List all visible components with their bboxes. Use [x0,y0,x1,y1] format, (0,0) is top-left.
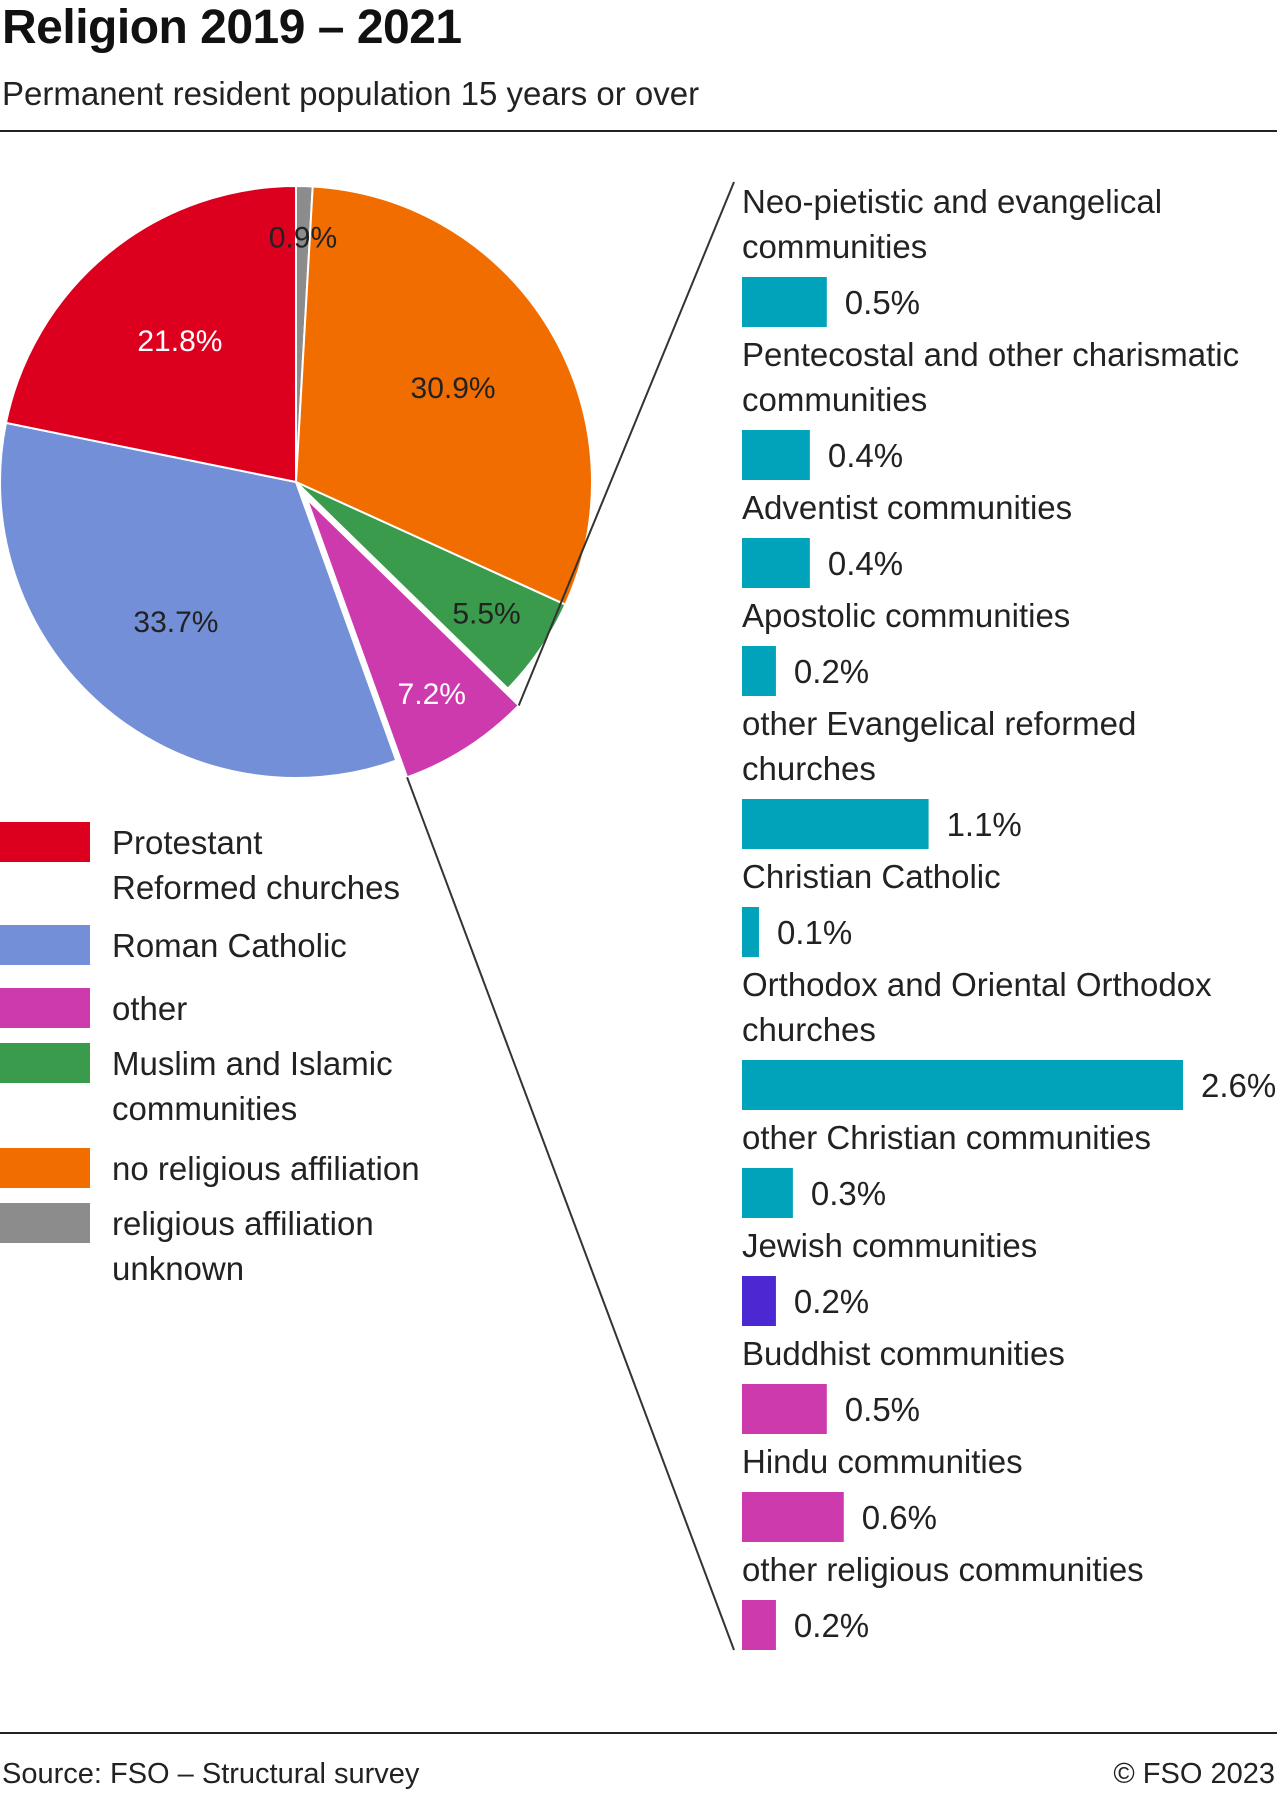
pie-legend: Protestant Reformed churches Roman Catholi… [0,822,420,1287]
bar-category-label: Hindu communities [742,1443,1023,1480]
legend-label-religious-affiliation-unknown: religious affiliation [112,1205,374,1242]
pie-value-label-no-religious-affiliation: 30.9% [411,372,496,405]
connector-line-top [517,181,735,706]
chart-subtitle: Permanent resident population 15 years o… [2,75,700,112]
bar-other-evangelical-reformed-churches [742,799,929,849]
breakdown-bar-chart: Neo-pietistic and evangelical communities… [742,183,1276,1650]
chart-title: Religion 2019 – 2021 [2,1,462,54]
bar-group-jewish-communities: Jewish communities 0.2% [742,1227,1037,1326]
bar-group-pentecostal-and-other-charismatic-communities: Pentecostal and other charismatic communi… [742,336,1239,480]
pie-chart: 0.9% 30.9% 5.5% 7.2% 33.7% 21.8% [0,184,593,779]
pie-value-label-muslim-and-islamic-communities: 5.5% [452,597,520,630]
bar-group-neo-pietistic-and-evangelical-communities: Neo-pietistic and evangelical communities… [742,183,1162,327]
bar-value-label: 0.4% [828,437,903,474]
bar-value-label: 0.3% [811,1175,886,1212]
source-note: Source: FSO – Structural survey [2,1758,420,1790]
bar-category-label: Apostolic communities [742,597,1070,634]
legend-label-roman-catholic: Roman Catholic [112,927,347,964]
bar-other-christian-communities [742,1168,793,1218]
bar-group-other-evangelical-reformed-churches: other Evangelical reformed churches 1.1% [742,705,1136,849]
bar-group-other-religious-communities: other religious communities 0.2% [742,1551,1144,1650]
legend-label-protestant-reformed-churches: Protestant [112,824,262,861]
legend-swatch-no-religious-affiliation [0,1148,90,1188]
bar-group-hindu-communities: Hindu communities 0.6% [742,1443,1023,1542]
bar-value-label: 1.1% [947,806,1022,843]
bar-category-label: other Christian communities [742,1119,1151,1156]
bar-other-religious-communities [742,1600,776,1650]
bar-group-orthodox-and-oriental-orthodox-churches: Orthodox and Oriental Orthodox churches 2.… [742,966,1276,1110]
pie-slice-muslim-and-islamic-communities [295,481,567,691]
pie-slice-protestant-reformed-churches [4,184,297,484]
bar-category-label: Buddhist communities [742,1335,1065,1372]
legend-label-other: other [112,990,187,1027]
bar-group-christian-catholic: Christian Catholic 0.1% [742,858,1001,957]
legend-label-religious-affiliation-unknown: unknown [112,1250,244,1287]
bar-jewish-communities [742,1276,776,1326]
bar-category-label: other religious communities [742,1551,1144,1588]
pie-value-label-roman-catholic: 33.7% [133,606,218,639]
bar-christian-catholic [742,907,759,957]
pie-value-label-other: 7.2% [398,678,466,711]
bar-value-label: 2.6% [1201,1067,1276,1104]
legend-swatch-muslim-and-islamic-communities [0,1043,90,1083]
legend-label-protestant-reformed-churches: Reformed churches [112,869,400,906]
bar-value-label: 0.2% [794,1283,869,1320]
bar-hindu-communities [742,1492,844,1542]
bar-value-label: 0.6% [862,1499,937,1536]
legend-label-no-religious-affiliation: no religious affiliation [112,1150,420,1187]
bar-category-label: Christian Catholic [742,858,1001,895]
bar-value-label: 0.5% [845,1391,920,1428]
legend-swatch-other [0,988,90,1028]
pie-slice-no-religious-affiliation [294,185,593,606]
bar-orthodox-and-oriental-orthodox-churches [742,1060,1183,1110]
bar-neo-pietistic-and-evangelical-communities [742,277,827,327]
pie-value-label-religious-affiliation-unknown: 0.9% [269,221,337,254]
bar-category-label: communities [742,381,927,418]
bar-group-other-christian-communities: other Christian communities 0.3% [742,1119,1151,1218]
breakdown-connectors [406,181,735,1651]
connector-line-bottom [406,776,735,1651]
bar-value-label: 0.2% [794,1607,869,1644]
bar-category-label: Adventist communities [742,489,1072,526]
bar-value-label: 0.2% [794,653,869,690]
bar-adventist-communities [742,538,810,588]
bar-pentecostal-and-other-charismatic-communities [742,430,810,480]
bar-value-label: 0.5% [845,284,920,321]
legend-label-muslim-and-islamic-communities: communities [112,1090,297,1127]
bar-category-label: Neo-pietistic and evangelical [742,183,1162,220]
bar-category-label: communities [742,228,927,265]
copyright-note: © FSO 2023 [1113,1758,1275,1790]
bottom-rule [0,1732,1277,1734]
bar-category-label: other Evangelical reformed [742,705,1136,742]
bar-category-label: churches [742,750,876,787]
bar-buddhist-communities [742,1384,827,1434]
bar-group-buddhist-communities: Buddhist communities 0.5% [742,1335,1065,1434]
legend-swatch-roman-catholic [0,925,90,965]
chart-canvas: 0.9% 30.9% 5.5% 7.2% 33.7% 21.8% Protestant Re… [0,181,1276,1651]
bar-group-adventist-communities: Adventist communities 0.4% [742,489,1072,588]
bar-value-label: 0.1% [777,914,852,951]
bar-category-label: Orthodox and Oriental Orthodox [742,966,1212,1003]
bar-group-apostolic-communities: Apostolic communities 0.2% [742,597,1070,696]
bar-apostolic-communities [742,646,776,696]
bar-value-label: 0.4% [828,545,903,582]
pie-value-label-protestant-reformed-churches: 21.8% [137,325,222,358]
pie-slice-other [305,498,521,779]
bar-category-label: Pentecostal and other charismatic [742,336,1239,373]
legend-swatch-protestant-reformed-churches [0,822,90,862]
bar-category-label: Jewish communities [742,1227,1037,1264]
top-rule [0,130,1277,132]
bar-category-label: churches [742,1011,876,1048]
legend-label-muslim-and-islamic-communities: Muslim and Islamic [112,1045,393,1082]
pie-slice-roman-catholic [0,421,398,779]
legend-swatch-religious-affiliation-unknown [0,1203,90,1243]
